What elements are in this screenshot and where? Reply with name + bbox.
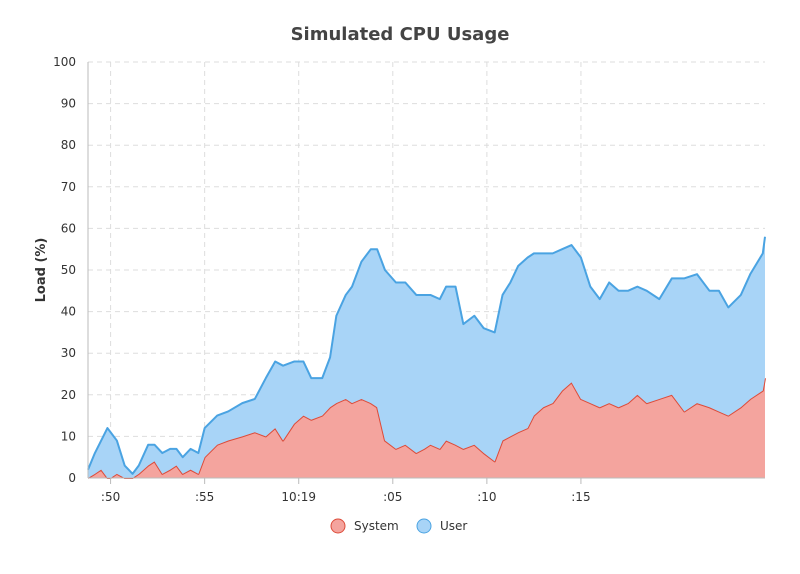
y-tick-label: 10: [61, 429, 76, 443]
x-tick-label: :55: [195, 490, 214, 504]
area-layer: [87, 236, 766, 479]
y-tick-label: 100: [53, 55, 76, 69]
x-tick-label: :50: [101, 490, 120, 504]
legend-item-system[interactable]: System: [330, 518, 399, 534]
legend-label-user: User: [440, 519, 467, 533]
y-axis-label: Load (%): [34, 238, 49, 303]
x-tick-label: :10: [477, 490, 496, 504]
y-tick-label: 50: [61, 263, 76, 277]
x-tick-label: 10:19: [281, 490, 316, 504]
y-tick-label: 60: [61, 221, 76, 235]
y-tick-label: 70: [61, 180, 76, 194]
y-tick-label: 30: [61, 346, 76, 360]
legend: System User: [330, 518, 467, 534]
y-tick-label: 90: [61, 97, 76, 111]
line-user: [87, 236, 766, 475]
x-tick-label: :15: [571, 490, 590, 504]
legend-swatch-user: [416, 518, 432, 534]
legend-item-user[interactable]: User: [416, 518, 467, 534]
x-tick-label: :05: [383, 490, 402, 504]
area-system: [88, 378, 765, 478]
y-tick-label: 0: [68, 471, 76, 485]
chart-title: Simulated CPU Usage: [291, 24, 510, 45]
y-tick-label: 40: [61, 305, 76, 319]
legend-swatch-system: [330, 518, 346, 534]
y-tick-label: 80: [61, 138, 76, 152]
legend-label-system: System: [354, 519, 399, 533]
axis-layer: 0 10 20 30 40 50 60 70 80 90 100 :50 :55 10:19 :05 :10:…: [53, 55, 765, 504]
y-tick-label: 20: [61, 388, 76, 402]
area-user: [88, 236, 765, 478]
